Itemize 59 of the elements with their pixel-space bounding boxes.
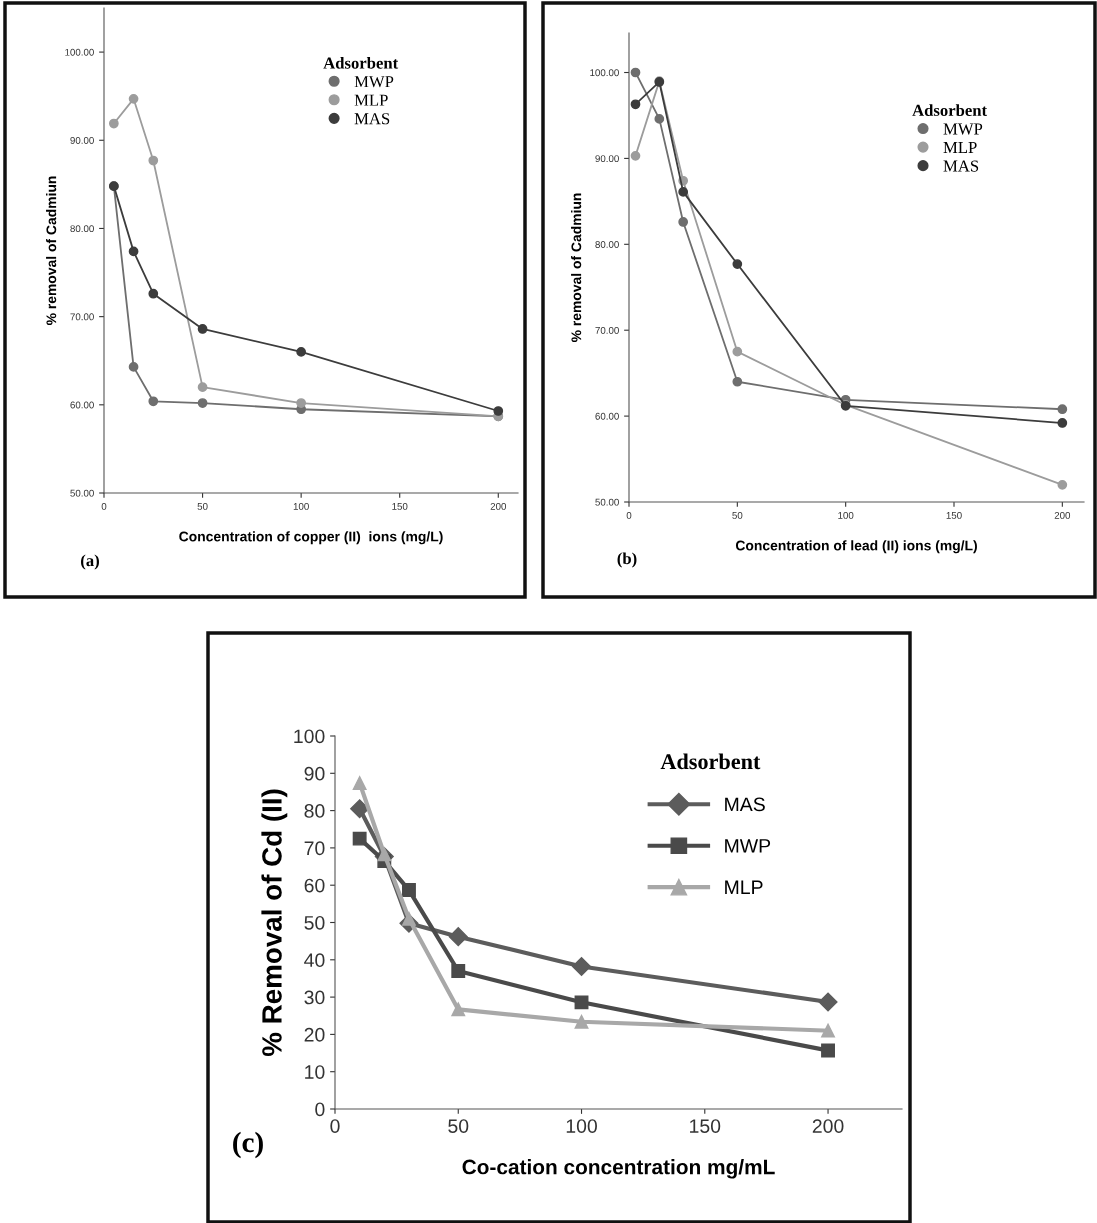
x-tick-label: 50	[732, 511, 743, 519]
y-tick-label: 10	[305, 1065, 325, 1079]
x-tick-label: 150	[392, 502, 408, 510]
y-tick-label: 40	[304, 953, 325, 968]
legend-label: MAS	[943, 160, 979, 172]
y-tick-label: 20	[304, 1027, 325, 1042]
x-axis-title: Concentration of lead (II) ions (mg/L)	[735, 540, 977, 554]
text: (b)	[617, 552, 637, 568]
y-tick-label: 100.00	[65, 48, 94, 56]
y-tick-label: 90.00	[70, 137, 94, 144]
legend-title: Adsorbent	[660, 753, 761, 770]
y-tick-label: 100	[294, 729, 325, 744]
y-tick-label: 90	[304, 766, 325, 781]
legend-label: MWP	[725, 839, 771, 853]
x-tick-label: 0	[626, 511, 632, 519]
y-tick-label: 30	[304, 990, 325, 1005]
legend-label: MAS	[354, 113, 390, 125]
y-tick-label: 60	[304, 878, 325, 893]
y-tick-label: 70	[304, 841, 325, 856]
y-axis-title: % removal of Cadmiun	[571, 193, 582, 343]
x-tick-label: 100	[838, 511, 854, 519]
y-tick-label: 80.00	[595, 241, 619, 248]
legend-label: MAS	[725, 797, 765, 812]
x-tick-label: 100	[293, 502, 309, 510]
y-tick-label: 60.00	[595, 412, 619, 420]
y-tick-label: 70.00	[70, 313, 94, 321]
y-tick-label: 80.00	[70, 225, 94, 233]
legend-label: MWP	[354, 76, 394, 88]
x-tick-label: 200	[490, 502, 507, 510]
legend-label: MLP	[943, 142, 977, 153]
y-tick-label: 70.00	[595, 326, 619, 334]
y-tick-label: 0	[315, 1102, 325, 1117]
legend-label: MLP	[725, 880, 763, 894]
x-tick-label: 50	[448, 1119, 469, 1133]
y-tick-label: 50	[304, 915, 325, 930]
y-tick-label: 100.00	[590, 69, 619, 77]
legend-label: MLP	[354, 94, 388, 106]
x-tick-label: 200	[1054, 511, 1071, 519]
text: (c)	[233, 1131, 263, 1159]
y-tick-label: 60.00	[70, 401, 94, 409]
x-tick-label: 50	[197, 502, 208, 510]
y-tick-label: 50.00	[70, 489, 94, 497]
x-tick-label: 0	[330, 1119, 340, 1133]
x-tick-label: 150	[690, 1119, 721, 1133]
legend-label: MWP	[943, 123, 983, 135]
y-tick-label: 50.00	[595, 498, 619, 506]
x-axis-title: Co-cation concentration mg/mL	[462, 1159, 775, 1179]
y-tick-label: 90.00	[595, 155, 619, 163]
y-axis-title: % removal of Cadmiun	[46, 176, 57, 326]
x-tick-label: 0	[101, 502, 107, 510]
legend-title: Adsorbent	[323, 56, 399, 69]
y-axis-title: % Removal of Cd (II)	[261, 789, 288, 1057]
x-tick-label: 200	[812, 1119, 844, 1133]
y-tick-label: 80	[304, 804, 325, 818]
x-axis-title: Concentration of copper (II) ions (mg/L)	[179, 531, 443, 545]
x-tick-label: 150	[946, 511, 962, 519]
x-tick-label: 100	[566, 1119, 597, 1133]
text: (a)	[81, 554, 99, 570]
legend-title: Adsorbent	[912, 104, 988, 117]
